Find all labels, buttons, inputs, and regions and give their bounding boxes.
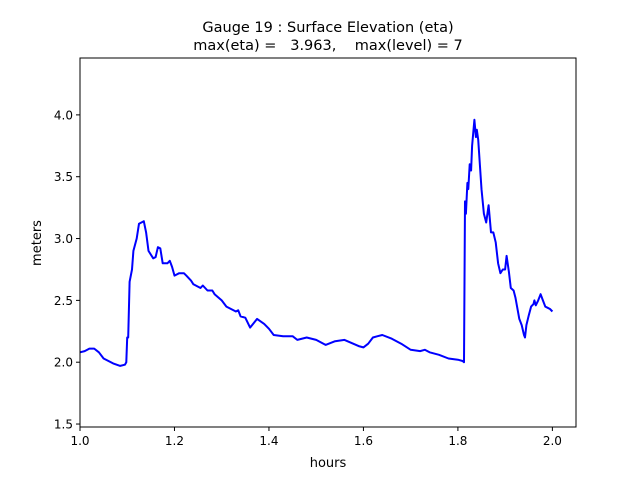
y-axis-label: meters	[30, 220, 45, 266]
y-tick-label: 3.5	[54, 170, 73, 184]
y-tick-label: 4.0	[54, 108, 73, 122]
series-line-eta	[79, 118, 554, 367]
x-tick-label: 1.0	[70, 434, 89, 448]
chart-title: Gauge 19 : Surface Elevation (eta)	[202, 20, 453, 36]
y-tick-label: 1.5	[54, 418, 73, 432]
x-tick-label: 1.2	[165, 434, 184, 448]
chart-subtitle: max(eta) = 3.963, max(level) = 7	[193, 38, 463, 54]
x-tick-label: 1.4	[259, 434, 278, 448]
y-tick-label: 2.5	[54, 294, 73, 308]
x-tick-label: 2.0	[543, 434, 562, 448]
x-tick-label: 1.6	[354, 434, 373, 448]
y-tick-label: 3.0	[54, 232, 73, 246]
plot-area: 1.0 1.2 1.4 1.6 1.8 2.0 1.5 2.0 2.5 3.0 3.5 4.0	[54, 57, 577, 448]
axes-frame	[79, 57, 577, 428]
x-axis-label: hours	[310, 456, 347, 471]
x-tick-label: 1.8	[448, 434, 467, 448]
y-tick-label: 2.0	[54, 356, 73, 370]
